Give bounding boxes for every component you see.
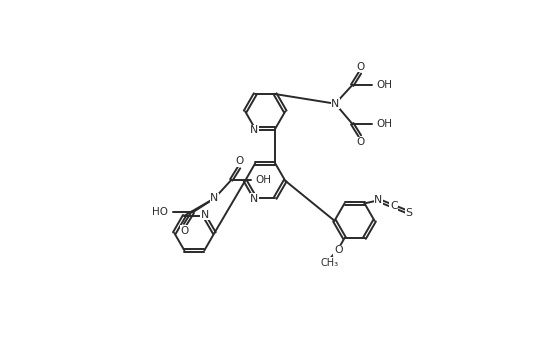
Text: N: N bbox=[250, 125, 259, 135]
Text: O: O bbox=[236, 156, 244, 166]
Text: N: N bbox=[250, 194, 259, 204]
Text: N: N bbox=[331, 99, 340, 109]
Text: OH: OH bbox=[377, 80, 393, 90]
Text: O: O bbox=[357, 62, 365, 72]
Text: N: N bbox=[210, 193, 218, 203]
Text: O: O bbox=[357, 137, 365, 147]
Text: N: N bbox=[201, 210, 209, 220]
Text: OH: OH bbox=[377, 119, 393, 129]
Text: O: O bbox=[180, 226, 188, 236]
Text: OH: OH bbox=[256, 175, 272, 185]
Text: HO: HO bbox=[152, 207, 169, 217]
Text: N: N bbox=[374, 195, 383, 205]
Text: C: C bbox=[390, 201, 397, 212]
Text: CH₃: CH₃ bbox=[320, 258, 338, 268]
Text: S: S bbox=[406, 208, 413, 218]
Text: O: O bbox=[334, 245, 343, 256]
